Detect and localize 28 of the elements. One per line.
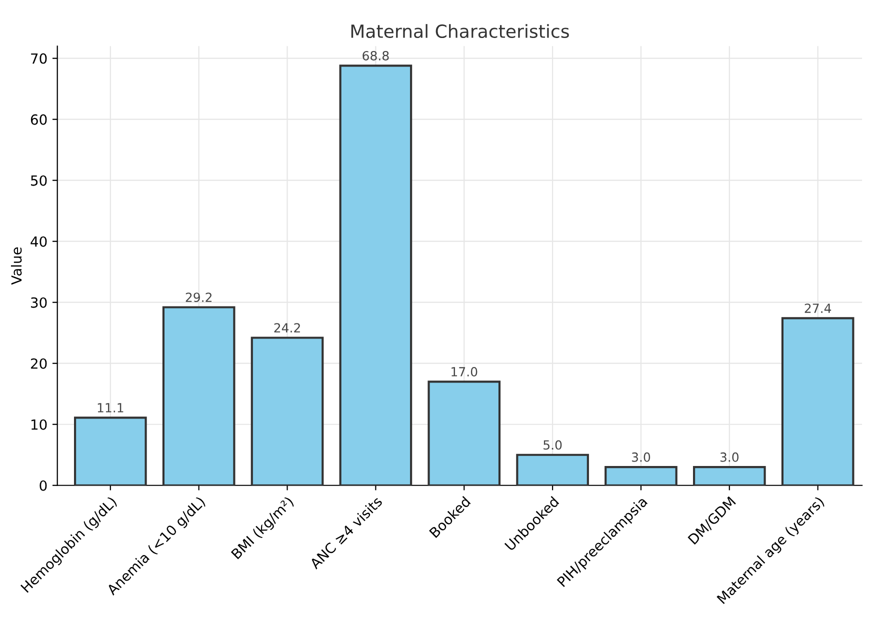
bar [250,336,324,486]
data-label: 24.2 [274,323,300,332]
y-tick-label: 60 [30,114,47,125]
y-tick-label: 0 [40,480,47,491]
data-label: 5.0 [544,440,562,450]
data-label: 3.0 [632,452,650,462]
bar [428,380,501,486]
bar [692,466,766,486]
data-label: 68.8 [362,51,389,60]
y-tick-label: 50 [31,175,47,186]
bar [339,64,412,486]
data-label: 27.4 [804,304,832,313]
bar [162,306,236,486]
bar [516,454,589,486]
data-label: 11.1 [98,403,124,412]
y-tick-label: 10 [31,419,47,430]
y-axis-title: Value [10,247,22,285]
bar [74,416,147,486]
y-tick-label: 20 [30,358,47,369]
data-label: 17.0 [452,367,478,376]
y-tick-label: 30 [31,297,47,308]
data-label: 29.2 [186,292,212,302]
data-label: 3.0 [720,452,739,462]
y-tick-label: 40 [30,236,47,247]
bar [781,317,854,486]
y-tick-label: 70 [31,53,47,64]
chart-title: Maternal Characteristics [351,24,569,38]
bar [604,466,678,486]
